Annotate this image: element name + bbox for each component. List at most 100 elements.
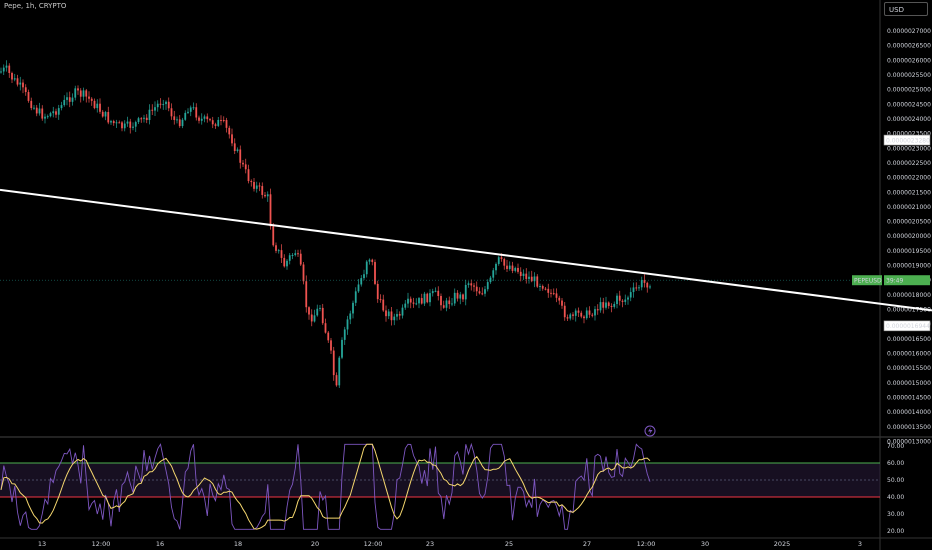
- candle: [8, 65, 11, 73]
- candle: [30, 100, 33, 109]
- lightning-icon: [644, 425, 656, 437]
- candle: [624, 299, 627, 302]
- candle: [283, 257, 286, 267]
- current-symbol-tag: PEPEUSD: [854, 277, 882, 284]
- x-tick-label: 12:00: [364, 540, 383, 548]
- candle: [638, 287, 640, 289]
- candle: [530, 276, 533, 282]
- candle: [390, 311, 393, 321]
- candle: [269, 194, 272, 227]
- rsi-tick-label: 70.00: [887, 443, 904, 450]
- y-tick-label: 0.0000026500: [887, 43, 931, 50]
- candle: [442, 305, 445, 308]
- candle: [360, 278, 363, 285]
- candle: [580, 312, 583, 317]
- x-tick-label: 23: [426, 540, 434, 548]
- candle: [643, 280, 646, 283]
- candle: [495, 263, 497, 271]
- candle: [539, 286, 541, 288]
- candle: [162, 104, 165, 106]
- rsi-tick-label: 60.00: [887, 460, 904, 467]
- candle: [33, 107, 35, 109]
- candle: [121, 122, 123, 129]
- candle: [233, 143, 236, 151]
- candle: [137, 118, 140, 123]
- candle: [558, 297, 561, 301]
- candle: [60, 105, 63, 109]
- candle: [363, 274, 365, 279]
- candle: [220, 119, 222, 121]
- candle: [508, 265, 511, 269]
- candle: [195, 107, 198, 118]
- candle: [445, 300, 448, 308]
- candle: [552, 293, 555, 295]
- candle: [544, 288, 547, 290]
- candle: [525, 273, 528, 279]
- candle: [519, 271, 522, 277]
- candle: [398, 314, 401, 316]
- candle: [13, 78, 16, 80]
- candle: [79, 90, 82, 97]
- currency-button[interactable]: USD: [884, 2, 928, 16]
- y-tick-label: 0.0000025000: [887, 87, 931, 94]
- candle: [478, 291, 481, 294]
- candle: [555, 293, 558, 298]
- candle: [374, 262, 376, 284]
- candle: [574, 310, 577, 316]
- candle: [330, 340, 332, 351]
- candle: [110, 121, 112, 123]
- candle: [629, 292, 632, 298]
- candle: [393, 316, 396, 321]
- candle: [467, 283, 470, 285]
- y-tick-label: 0.0000021000: [887, 204, 931, 211]
- candle: [126, 121, 129, 124]
- candle: [236, 149, 239, 151]
- candle: [448, 300, 451, 305]
- candle: [440, 296, 442, 306]
- candle: [533, 276, 536, 282]
- candle: [68, 97, 71, 102]
- candle: [66, 97, 68, 100]
- lower-price-marker-bg: [883, 320, 931, 332]
- y-tick-label: 0.0000021500: [887, 189, 931, 196]
- y-tick-label: 0.0000026000: [887, 57, 931, 64]
- candle: [46, 116, 49, 118]
- candle: [536, 276, 539, 287]
- candle: [187, 111, 189, 113]
- candle: [616, 295, 618, 305]
- candle: [299, 253, 302, 265]
- candle: [451, 303, 453, 305]
- candle: [569, 314, 572, 319]
- y-tick-label: 0.0000022000: [887, 175, 931, 182]
- candle: [297, 253, 299, 255]
- candle: [376, 283, 379, 300]
- candle: [385, 310, 387, 317]
- candle: [200, 118, 203, 121]
- candle: [217, 119, 220, 126]
- candle: [321, 307, 324, 324]
- candle: [404, 303, 407, 308]
- y-tick-label: 0.0000024000: [887, 116, 931, 123]
- candle: [332, 350, 335, 376]
- candle: [184, 112, 187, 120]
- y-tick-label: 0.0000016500: [887, 336, 931, 343]
- candle: [173, 116, 176, 120]
- candle: [24, 87, 27, 93]
- candle: [261, 186, 264, 195]
- candle: [156, 103, 159, 108]
- candle: [327, 332, 330, 341]
- candle: [5, 65, 8, 68]
- candle: [41, 108, 44, 119]
- candle: [57, 108, 60, 115]
- candle: [209, 119, 211, 121]
- x-tick-label: 12:00: [92, 540, 111, 548]
- x-tick-label: 18: [234, 540, 242, 548]
- candle: [561, 300, 563, 306]
- candle: [338, 357, 341, 386]
- rsi-tick-label: 40.00: [887, 494, 904, 501]
- x-tick-label: 3: [858, 540, 862, 548]
- candle: [255, 185, 258, 189]
- candle: [310, 314, 313, 322]
- candle: [272, 226, 275, 246]
